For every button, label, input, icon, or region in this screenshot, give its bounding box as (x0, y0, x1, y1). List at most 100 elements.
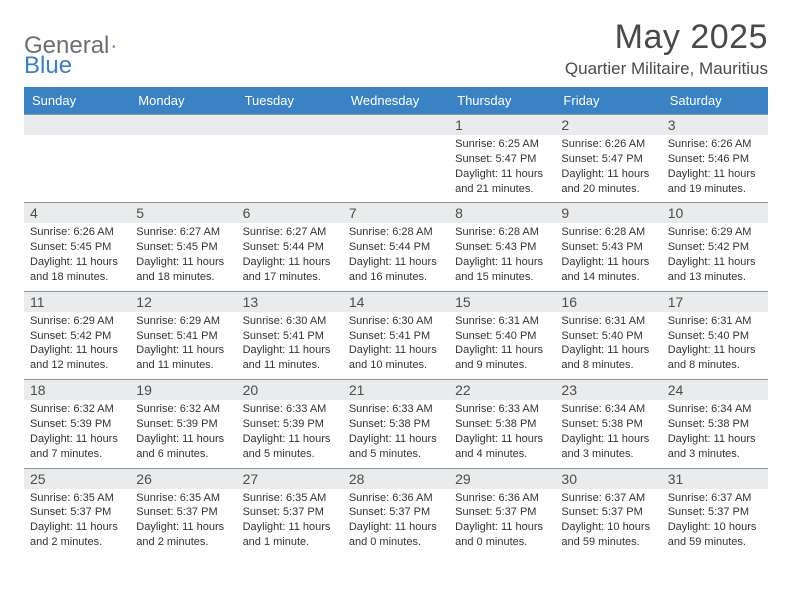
day-number: 8 (449, 203, 555, 223)
day-info: Sunrise: 6:29 AMSunset: 5:42 PMDaylight:… (24, 312, 130, 379)
day-number: 22 (449, 380, 555, 400)
weekday-wednesday: Wednesday (343, 87, 449, 114)
calendar-week: 4Sunrise: 6:26 AMSunset: 5:45 PMDaylight… (24, 202, 768, 290)
day-number: 4 (24, 203, 130, 223)
day-number: 29 (449, 469, 555, 489)
day-info: Sunrise: 6:30 AMSunset: 5:41 PMDaylight:… (343, 312, 449, 379)
day-number: 2 (555, 115, 661, 135)
day-number (130, 115, 236, 135)
day-number: 7 (343, 203, 449, 223)
day-info: Sunrise: 6:28 AMSunset: 5:44 PMDaylight:… (343, 223, 449, 290)
weekday-sunday: Sunday (24, 87, 130, 114)
title-block: May 2025 Quartier Militaire, Mauritius (565, 18, 768, 79)
day-number: 25 (24, 469, 130, 489)
day-number: 18 (24, 380, 130, 400)
day-number: 5 (130, 203, 236, 223)
day-number (237, 115, 343, 135)
day-info: Sunrise: 6:36 AMSunset: 5:37 PMDaylight:… (449, 489, 555, 556)
day-number: 28 (343, 469, 449, 489)
calendar-cell: 21Sunrise: 6:33 AMSunset: 5:38 PMDayligh… (343, 379, 449, 467)
day-number: 12 (130, 292, 236, 312)
calendar-week: 18Sunrise: 6:32 AMSunset: 5:39 PMDayligh… (24, 379, 768, 467)
calendar-cell: 12Sunrise: 6:29 AMSunset: 5:41 PMDayligh… (130, 291, 236, 379)
day-number: 16 (555, 292, 661, 312)
day-number: 13 (237, 292, 343, 312)
day-number: 17 (662, 292, 768, 312)
brand-part2: Blue (24, 52, 72, 80)
calendar-cell: 17Sunrise: 6:31 AMSunset: 5:40 PMDayligh… (662, 291, 768, 379)
weekday-monday: Monday (130, 87, 236, 114)
day-info: Sunrise: 6:35 AMSunset: 5:37 PMDaylight:… (24, 489, 130, 556)
day-number: 20 (237, 380, 343, 400)
calendar-cell: 15Sunrise: 6:31 AMSunset: 5:40 PMDayligh… (449, 291, 555, 379)
day-info: Sunrise: 6:28 AMSunset: 5:43 PMDaylight:… (555, 223, 661, 290)
weekday-tuesday: Tuesday (237, 87, 343, 114)
day-number (343, 115, 449, 135)
calendar-cell: 31Sunrise: 6:37 AMSunset: 5:37 PMDayligh… (662, 468, 768, 556)
calendar-cell: 22Sunrise: 6:33 AMSunset: 5:38 PMDayligh… (449, 379, 555, 467)
calendar-cell: 8Sunrise: 6:28 AMSunset: 5:43 PMDaylight… (449, 202, 555, 290)
calendar-week: 25Sunrise: 6:35 AMSunset: 5:37 PMDayligh… (24, 468, 768, 556)
calendar-cell: 1Sunrise: 6:25 AMSunset: 5:47 PMDaylight… (449, 114, 555, 202)
weekday-saturday: Saturday (662, 87, 768, 114)
brand-sail-icon (112, 36, 116, 56)
calendar-cell: 23Sunrise: 6:34 AMSunset: 5:38 PMDayligh… (555, 379, 661, 467)
day-number: 24 (662, 380, 768, 400)
day-info: Sunrise: 6:27 AMSunset: 5:44 PMDaylight:… (237, 223, 343, 290)
calendar-cell: 13Sunrise: 6:30 AMSunset: 5:41 PMDayligh… (237, 291, 343, 379)
weekday-header: Sunday Monday Tuesday Wednesday Thursday… (24, 87, 768, 114)
calendar-cell (24, 114, 130, 202)
day-info: Sunrise: 6:29 AMSunset: 5:42 PMDaylight:… (662, 223, 768, 290)
day-info: Sunrise: 6:37 AMSunset: 5:37 PMDaylight:… (555, 489, 661, 556)
day-number: 11 (24, 292, 130, 312)
calendar-cell (343, 114, 449, 202)
calendar-cell: 14Sunrise: 6:30 AMSunset: 5:41 PMDayligh… (343, 291, 449, 379)
day-number: 27 (237, 469, 343, 489)
day-info: Sunrise: 6:26 AMSunset: 5:47 PMDaylight:… (555, 135, 661, 202)
day-number: 30 (555, 469, 661, 489)
day-info: Sunrise: 6:28 AMSunset: 5:43 PMDaylight:… (449, 223, 555, 290)
day-number: 23 (555, 380, 661, 400)
day-info: Sunrise: 6:32 AMSunset: 5:39 PMDaylight:… (24, 400, 130, 467)
calendar-week: 11Sunrise: 6:29 AMSunset: 5:42 PMDayligh… (24, 291, 768, 379)
day-info: Sunrise: 6:30 AMSunset: 5:41 PMDaylight:… (237, 312, 343, 379)
calendar-cell: 20Sunrise: 6:33 AMSunset: 5:39 PMDayligh… (237, 379, 343, 467)
calendar-cell: 5Sunrise: 6:27 AMSunset: 5:45 PMDaylight… (130, 202, 236, 290)
day-info (130, 135, 236, 202)
day-info: Sunrise: 6:26 AMSunset: 5:45 PMDaylight:… (24, 223, 130, 290)
calendar-cell: 6Sunrise: 6:27 AMSunset: 5:44 PMDaylight… (237, 202, 343, 290)
day-info: Sunrise: 6:33 AMSunset: 5:39 PMDaylight:… (237, 400, 343, 467)
calendar-cell: 25Sunrise: 6:35 AMSunset: 5:37 PMDayligh… (24, 468, 130, 556)
day-number: 1 (449, 115, 555, 135)
calendar-cell (130, 114, 236, 202)
calendar-cell: 19Sunrise: 6:32 AMSunset: 5:39 PMDayligh… (130, 379, 236, 467)
calendar-week: 1Sunrise: 6:25 AMSunset: 5:47 PMDaylight… (24, 114, 768, 202)
weekday-thursday: Thursday (449, 87, 555, 114)
month-title: May 2025 (565, 18, 768, 57)
calendar-cell: 7Sunrise: 6:28 AMSunset: 5:44 PMDaylight… (343, 202, 449, 290)
weekday-friday: Friday (555, 87, 661, 114)
day-info: Sunrise: 6:34 AMSunset: 5:38 PMDaylight:… (662, 400, 768, 467)
day-number: 14 (343, 292, 449, 312)
day-info: Sunrise: 6:31 AMSunset: 5:40 PMDaylight:… (449, 312, 555, 379)
calendar-grid: 1Sunrise: 6:25 AMSunset: 5:47 PMDaylight… (24, 114, 768, 556)
day-number: 9 (555, 203, 661, 223)
day-info: Sunrise: 6:33 AMSunset: 5:38 PMDaylight:… (343, 400, 449, 467)
calendar-cell: 4Sunrise: 6:26 AMSunset: 5:45 PMDaylight… (24, 202, 130, 290)
day-number: 6 (237, 203, 343, 223)
location: Quartier Militaire, Mauritius (565, 59, 768, 79)
day-info (237, 135, 343, 202)
day-info: Sunrise: 6:31 AMSunset: 5:40 PMDaylight:… (555, 312, 661, 379)
day-info: Sunrise: 6:32 AMSunset: 5:39 PMDaylight:… (130, 400, 236, 467)
header: General May 2025 Quartier Militaire, Mau… (24, 18, 768, 79)
calendar-cell (237, 114, 343, 202)
calendar-cell: 29Sunrise: 6:36 AMSunset: 5:37 PMDayligh… (449, 468, 555, 556)
calendar-cell: 27Sunrise: 6:35 AMSunset: 5:37 PMDayligh… (237, 468, 343, 556)
calendar-cell: 10Sunrise: 6:29 AMSunset: 5:42 PMDayligh… (662, 202, 768, 290)
calendar-cell: 28Sunrise: 6:36 AMSunset: 5:37 PMDayligh… (343, 468, 449, 556)
day-number: 21 (343, 380, 449, 400)
day-number: 3 (662, 115, 768, 135)
day-info (24, 135, 130, 202)
calendar-cell: 26Sunrise: 6:35 AMSunset: 5:37 PMDayligh… (130, 468, 236, 556)
day-info: Sunrise: 6:33 AMSunset: 5:38 PMDaylight:… (449, 400, 555, 467)
